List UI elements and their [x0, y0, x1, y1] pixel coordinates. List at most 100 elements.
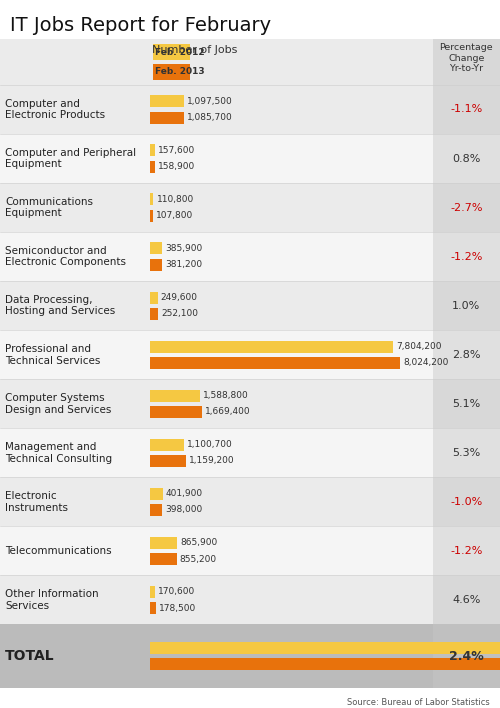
Text: 5.3%: 5.3% [452, 447, 480, 458]
Text: 1.0%: 1.0% [452, 301, 480, 311]
Text: Computer Systems
Design and Services: Computer Systems Design and Services [5, 393, 112, 415]
Text: 158,900: 158,900 [158, 162, 195, 171]
Text: 7,804,200: 7,804,200 [396, 342, 442, 351]
Text: 8,024,200: 8,024,200 [403, 358, 448, 367]
FancyBboxPatch shape [152, 64, 190, 80]
FancyBboxPatch shape [150, 258, 162, 270]
FancyBboxPatch shape [150, 586, 156, 598]
Text: Number of Jobs: Number of Jobs [152, 45, 238, 55]
FancyBboxPatch shape [150, 292, 158, 304]
Text: 1,085,700: 1,085,700 [187, 113, 232, 122]
FancyBboxPatch shape [150, 308, 158, 320]
Text: 1,159,200: 1,159,200 [189, 457, 235, 465]
FancyBboxPatch shape [0, 330, 432, 379]
Text: Computer and Peripheral
Equipment: Computer and Peripheral Equipment [5, 148, 136, 169]
Text: Telecommunications: Telecommunications [5, 546, 112, 556]
Text: Electronic
Instruments: Electronic Instruments [5, 491, 68, 513]
Text: 385,900: 385,900 [165, 244, 202, 253]
Text: 4.6%: 4.6% [452, 595, 480, 605]
FancyBboxPatch shape [0, 477, 432, 526]
FancyBboxPatch shape [432, 232, 500, 281]
FancyBboxPatch shape [150, 553, 176, 565]
FancyBboxPatch shape [432, 281, 500, 330]
Text: 170,600: 170,600 [158, 588, 196, 596]
FancyBboxPatch shape [432, 134, 500, 183]
Text: -1.0%: -1.0% [450, 497, 482, 507]
Text: -1.1%: -1.1% [450, 105, 482, 115]
Text: 252,100: 252,100 [161, 309, 198, 319]
FancyBboxPatch shape [432, 183, 500, 232]
FancyBboxPatch shape [432, 526, 500, 576]
FancyBboxPatch shape [150, 112, 184, 124]
FancyBboxPatch shape [0, 526, 432, 576]
Text: Percentage
Change
Yr-to-Yr: Percentage Change Yr-to-Yr [440, 43, 493, 73]
FancyBboxPatch shape [432, 85, 500, 134]
Text: 1,100,700: 1,100,700 [188, 440, 233, 449]
Text: 1,097,500: 1,097,500 [187, 97, 233, 105]
Text: 1,588,800: 1,588,800 [202, 391, 248, 400]
FancyBboxPatch shape [150, 242, 162, 254]
FancyBboxPatch shape [150, 210, 154, 222]
Text: IT Jobs Report for February: IT Jobs Report for February [10, 16, 271, 35]
Text: 381,200: 381,200 [165, 261, 202, 269]
Text: Computer and
Electronic Products: Computer and Electronic Products [5, 98, 105, 120]
Text: 0.8%: 0.8% [452, 154, 480, 164]
Text: Semiconductor and
Electronic Components: Semiconductor and Electronic Components [5, 246, 126, 268]
FancyBboxPatch shape [0, 576, 432, 624]
FancyBboxPatch shape [150, 488, 162, 500]
FancyBboxPatch shape [150, 161, 155, 173]
FancyBboxPatch shape [432, 576, 500, 624]
FancyBboxPatch shape [0, 85, 432, 134]
Text: 398,000: 398,000 [166, 506, 202, 515]
Text: -1.2%: -1.2% [450, 546, 482, 556]
FancyBboxPatch shape [0, 183, 432, 232]
FancyBboxPatch shape [150, 96, 184, 108]
Text: Professional and
Technical Services: Professional and Technical Services [5, 344, 100, 365]
FancyBboxPatch shape [150, 602, 156, 614]
Text: -2.7%: -2.7% [450, 202, 482, 212]
Text: 157,600: 157,600 [158, 146, 195, 155]
Text: 855,200: 855,200 [180, 554, 217, 564]
Text: Data Processing,
Hosting and Services: Data Processing, Hosting and Services [5, 295, 115, 316]
Text: 249,600: 249,600 [161, 293, 198, 302]
FancyBboxPatch shape [432, 624, 500, 688]
FancyBboxPatch shape [0, 624, 432, 688]
FancyBboxPatch shape [432, 379, 500, 428]
FancyBboxPatch shape [0, 379, 432, 428]
Text: 5.1%: 5.1% [452, 399, 480, 409]
FancyBboxPatch shape [150, 193, 154, 205]
FancyBboxPatch shape [432, 477, 500, 526]
Text: 865,900: 865,900 [180, 538, 218, 547]
FancyBboxPatch shape [0, 134, 432, 183]
FancyBboxPatch shape [150, 341, 394, 353]
FancyBboxPatch shape [150, 389, 200, 401]
Text: 1,669,400: 1,669,400 [205, 407, 250, 416]
Text: Communications
Equipment: Communications Equipment [5, 197, 93, 218]
Text: 110,800: 110,800 [156, 195, 194, 204]
FancyBboxPatch shape [150, 642, 500, 654]
Text: Feb. 2013: Feb. 2013 [155, 67, 204, 76]
Text: 2.8%: 2.8% [452, 350, 480, 360]
FancyBboxPatch shape [150, 144, 155, 156]
FancyBboxPatch shape [432, 428, 500, 477]
FancyBboxPatch shape [150, 658, 500, 670]
Text: Feb. 2012: Feb. 2012 [155, 47, 204, 57]
Text: Management and
Technical Consulting: Management and Technical Consulting [5, 442, 112, 464]
FancyBboxPatch shape [0, 281, 432, 330]
FancyBboxPatch shape [150, 537, 177, 549]
Text: 107,800: 107,800 [156, 211, 194, 220]
Text: 401,900: 401,900 [166, 489, 202, 498]
FancyBboxPatch shape [0, 428, 432, 477]
FancyBboxPatch shape [150, 406, 202, 418]
FancyBboxPatch shape [0, 39, 432, 85]
Text: -1.2%: -1.2% [450, 251, 482, 262]
FancyBboxPatch shape [432, 39, 500, 85]
Text: 178,500: 178,500 [158, 604, 196, 612]
Text: TOTAL: TOTAL [5, 649, 54, 663]
Text: 2.4%: 2.4% [449, 650, 484, 663]
FancyBboxPatch shape [432, 330, 500, 379]
FancyBboxPatch shape [150, 357, 400, 369]
FancyBboxPatch shape [0, 232, 432, 281]
FancyBboxPatch shape [150, 455, 186, 467]
FancyBboxPatch shape [150, 504, 162, 516]
